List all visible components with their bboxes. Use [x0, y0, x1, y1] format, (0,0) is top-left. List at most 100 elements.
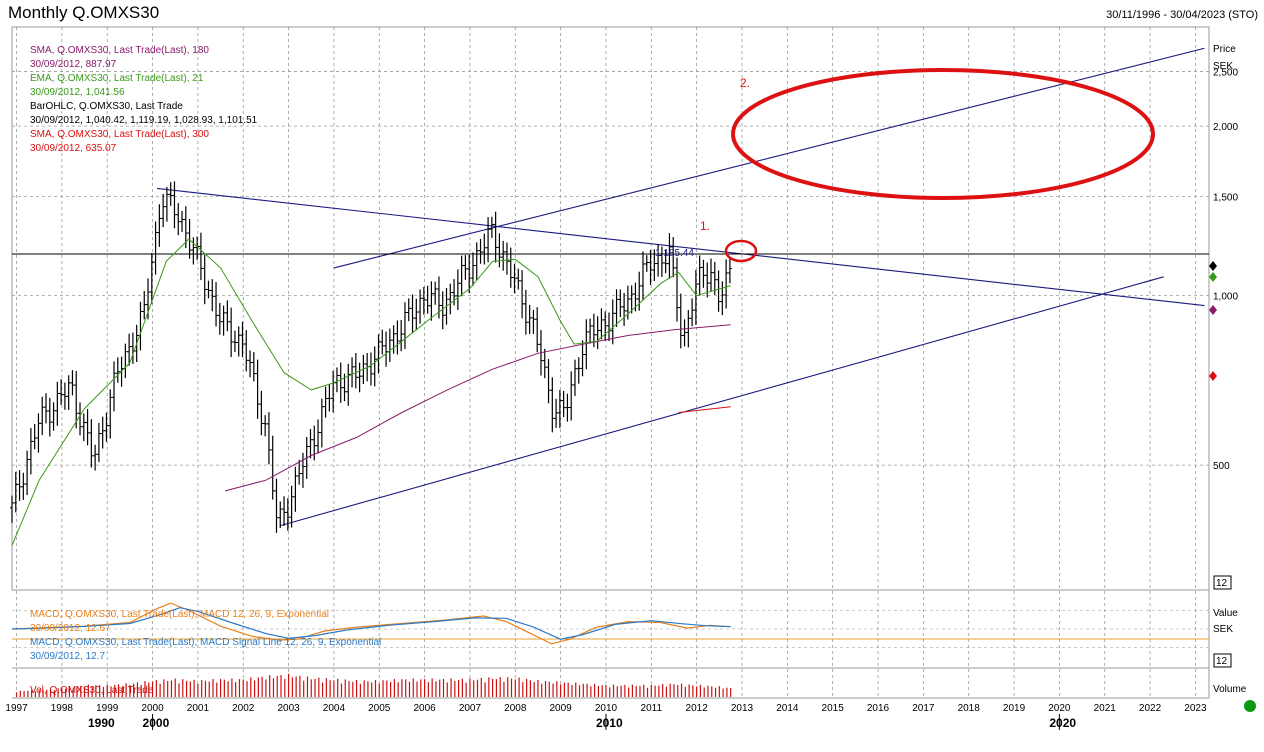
ohlc-bar	[637, 271, 642, 311]
macd-legend-line: MACD, Q.OMXS30, Last Trade(Last), MACD S…	[30, 637, 381, 648]
ohlc-bar	[55, 381, 60, 426]
x-tick-label: 2014	[776, 703, 799, 714]
ohlc-bar	[327, 384, 332, 412]
x-tick-label: 2001	[187, 703, 210, 714]
ohlc-bar	[285, 498, 290, 531]
ohlc-bar	[274, 478, 279, 533]
x-tick-label: 2017	[912, 703, 935, 714]
x-tick-label: 2000	[141, 703, 164, 714]
price-panel-frame	[11, 26, 1210, 591]
ohlc-bar	[705, 262, 710, 298]
ohlc-bar	[418, 289, 423, 324]
x-tick-label: 2011	[641, 703, 663, 714]
x-tick-label: 2023	[1184, 703, 1207, 714]
ohlc-bar	[572, 359, 577, 396]
ohlc-bar	[81, 413, 86, 442]
volume-axis-title: Volume	[1213, 684, 1247, 695]
annotation-label-1: 1.	[700, 219, 710, 233]
sma180-marker	[1209, 305, 1217, 315]
ohlc-bar	[459, 255, 464, 297]
ohlc-bar	[323, 386, 328, 418]
decade-label: 2000	[143, 716, 170, 730]
ohlc-bar	[93, 444, 98, 471]
ohlc-bar	[584, 319, 589, 370]
ohlc-bar	[554, 398, 559, 428]
ohlc-bar	[493, 211, 498, 263]
ohlc-bar	[504, 242, 509, 275]
x-tick-label: 2022	[1139, 703, 1162, 714]
volume-panel	[15, 673, 732, 697]
volume-legend: Vol, Q.OMXS30, Last Trade	[30, 685, 154, 696]
ohlc-bar	[603, 311, 608, 341]
x-tick-label: 2008	[504, 703, 527, 714]
ohlc-bar	[716, 270, 721, 312]
ohlc-bar	[675, 257, 679, 322]
legend-line: BarOHLC, Q.OMXS30, Last Trade	[30, 101, 183, 112]
ohlc-bar	[127, 333, 132, 366]
highlight-ellipse-large	[731, 68, 1155, 200]
decade-label: 2010	[596, 716, 623, 730]
ohlc-bar	[561, 390, 566, 418]
ohlc-bar	[678, 293, 683, 349]
ohlc-bar	[229, 307, 234, 358]
sma300-marker	[1209, 371, 1217, 381]
ohlc-bar	[300, 452, 305, 488]
ohlc-bar	[693, 269, 698, 325]
ohlc-bar	[523, 289, 528, 335]
x-tick-label: 2006	[413, 703, 436, 714]
price-scale-box[interactable]	[1213, 575, 1232, 590]
x-tick-label: 2009	[550, 703, 573, 714]
ohlc-bar	[410, 294, 415, 333]
ohlc-bar	[368, 352, 373, 386]
ohlc-bar	[180, 210, 185, 232]
ohlc-bar	[546, 359, 551, 404]
ohlc-bar	[270, 435, 275, 500]
ohlc-bar	[701, 259, 706, 288]
legend-line: 30/09/2012, 1,041.56	[30, 87, 125, 98]
ohlc-bar	[501, 240, 506, 271]
ohlc-bar	[198, 232, 203, 281]
ohlc-bar	[512, 263, 517, 294]
ohlc-bar	[709, 258, 714, 292]
ohlc-bar	[319, 398, 324, 448]
x-tick-label: 2019	[1003, 703, 1026, 714]
highlight-circle-small	[724, 239, 758, 263]
ema-marker	[1209, 272, 1217, 282]
ohlc-bar	[690, 298, 695, 327]
ohlc-bar	[191, 237, 196, 265]
x-tick-label: 2002	[232, 703, 255, 714]
x-tick-label: 2007	[459, 703, 482, 714]
ohlc-bar	[36, 413, 41, 453]
ohlc-bar	[682, 319, 687, 347]
x-tick-label: 2015	[822, 703, 845, 714]
x-tick-label: 1998	[51, 703, 74, 714]
ohlc-bar	[414, 298, 419, 331]
ohlc-bar	[648, 249, 653, 285]
ohlc-bar	[618, 289, 623, 318]
ohlc-bar	[482, 233, 487, 265]
ohlc-bar	[47, 397, 52, 437]
legend-line: SMA, Q.OMXS30, Last Trade(Last), 180	[30, 45, 209, 56]
x-tick-label: 2016	[867, 703, 890, 714]
ohlc-bar	[10, 495, 14, 523]
ohlc-bar	[531, 309, 536, 334]
ohlc-bar	[85, 408, 90, 446]
ohlc-bar	[350, 357, 355, 388]
last-price-marker	[1209, 261, 1217, 271]
ohlc-bar	[278, 501, 283, 528]
ohlc-bar	[376, 334, 381, 374]
ohlc-bar	[149, 252, 154, 304]
ohlc-bar	[202, 255, 207, 305]
ohlc-bar	[448, 283, 453, 315]
ohlc-bar	[338, 362, 343, 403]
macd-scale-box[interactable]	[1213, 653, 1232, 668]
ohlc-bar	[470, 252, 475, 286]
x-axis-ticks: 1997 1998 1999 2000 2001 2002 2003 2004 2005 2006…	[5, 703, 1207, 730]
ohlc-bar	[384, 331, 389, 367]
x-tick-label: 2005	[368, 703, 391, 714]
ohlc-bar	[508, 247, 513, 288]
ohlc-bar	[308, 429, 313, 459]
annotation-label-2: 2.	[740, 76, 750, 90]
price-scale-box-label: 12	[1216, 578, 1228, 589]
